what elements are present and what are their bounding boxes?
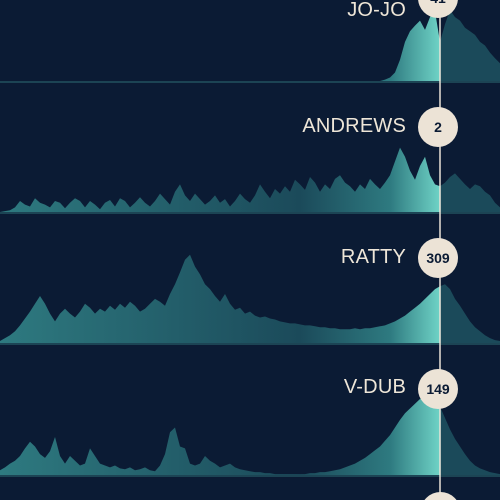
areas-layer — [0, 10, 500, 475]
value-badge-andrews: 2 — [418, 107, 458, 147]
series-label-ratty: RATTY — [340, 246, 406, 268]
value-badge-ratty: 309 — [418, 238, 458, 278]
series-label-jo-jo: JO-JO — [347, 0, 406, 21]
value-badge-v-dub: 149 — [418, 369, 458, 409]
series-label-v-dub: V-DUB — [343, 376, 406, 398]
area-series-ratty — [0, 254, 500, 343]
dividers-layer — [0, 81, 500, 477]
area-series-jo-jo — [0, 10, 500, 81]
next-row-badge — [424, 492, 457, 500]
area-series-andrews — [0, 147, 500, 212]
series-label-andrews: ANDREWS — [302, 115, 406, 137]
value-badge-jo-jo: 41 — [418, 0, 458, 18]
area-series-v-dub — [0, 391, 500, 475]
